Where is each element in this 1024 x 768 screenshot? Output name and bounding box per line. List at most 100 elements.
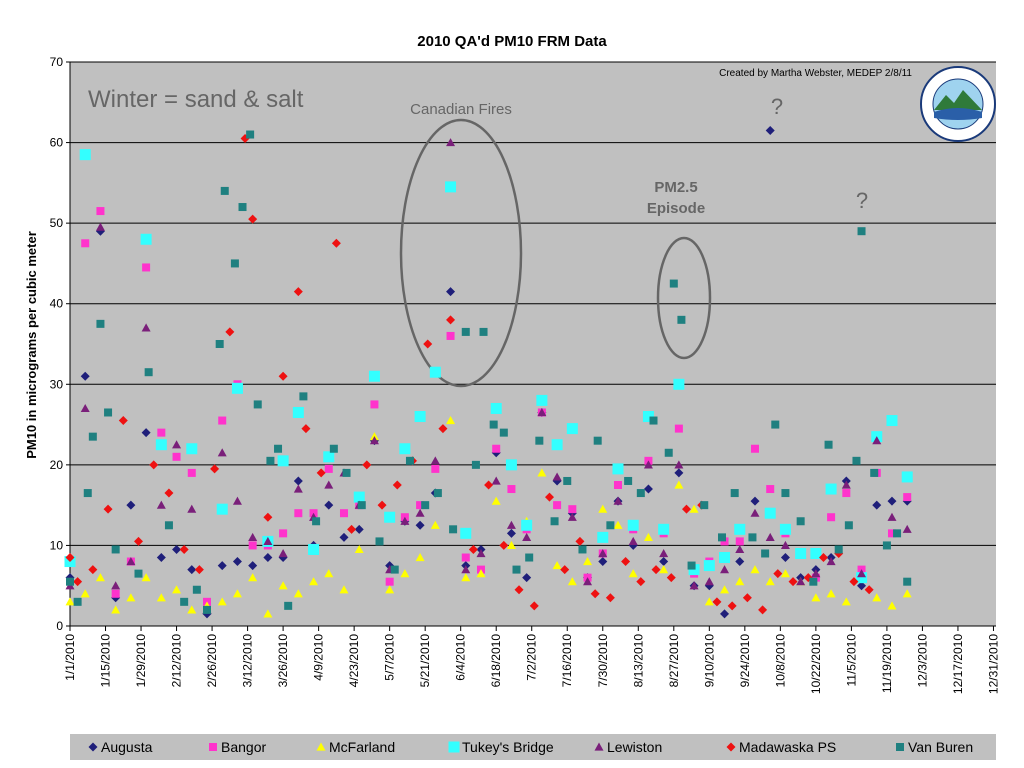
point-van-buren bbox=[471, 460, 480, 469]
point-augusta bbox=[263, 553, 273, 563]
point-lewiston bbox=[400, 516, 410, 525]
point-lewiston bbox=[598, 548, 608, 558]
point-lewiston bbox=[369, 436, 379, 445]
series-van-buren bbox=[66, 130, 912, 614]
point-bangor bbox=[903, 493, 912, 502]
legend-marker-lewiston bbox=[594, 742, 604, 751]
x-tick-label: 12/17/2010 bbox=[951, 634, 965, 694]
point-madawaska-ps bbox=[194, 565, 204, 575]
y-tick-label: 50 bbox=[50, 216, 64, 230]
point-bangor bbox=[766, 485, 775, 494]
series-madawaska-ps bbox=[65, 134, 874, 615]
point-van-buren bbox=[857, 227, 866, 236]
point-van-buren bbox=[479, 327, 488, 336]
point-tukey-s-bridge bbox=[886, 415, 898, 427]
point-tukey-s-bridge bbox=[277, 455, 289, 467]
point-augusta bbox=[506, 528, 516, 538]
point-van-buren bbox=[844, 521, 853, 530]
point-bangor bbox=[172, 452, 181, 461]
legend-item-mcfarland: McFarland bbox=[316, 739, 395, 755]
point-van-buren bbox=[525, 553, 534, 562]
point-lewiston bbox=[141, 323, 151, 332]
point-van-buren bbox=[677, 315, 686, 324]
x-tick-label: 2/26/2010 bbox=[205, 634, 219, 688]
point-mcfarland bbox=[872, 593, 882, 602]
legend-marker-mcfarland bbox=[316, 742, 326, 751]
point-mcfarland bbox=[232, 589, 242, 598]
pm25-episode-ellipse bbox=[656, 236, 712, 360]
point-augusta bbox=[126, 500, 136, 510]
point-van-buren bbox=[578, 545, 587, 554]
point-mcfarland bbox=[537, 468, 547, 477]
point-mcfarland bbox=[430, 520, 440, 529]
series-tukey-s-bridge bbox=[64, 149, 913, 584]
point-madawaska-ps bbox=[301, 424, 311, 434]
point-augusta bbox=[598, 557, 608, 567]
x-tick-label: 12/31/2010 bbox=[986, 634, 1000, 694]
point-tukey-s-bridge bbox=[810, 547, 822, 559]
legend-item-van-buren: Van Buren bbox=[896, 739, 973, 755]
legend-label-lewiston: Lewiston bbox=[607, 739, 662, 755]
point-van-buren bbox=[246, 130, 255, 139]
point-van-buren bbox=[375, 537, 384, 546]
point-lewiston bbox=[902, 524, 912, 533]
point-lewiston bbox=[643, 460, 653, 469]
plot-area bbox=[70, 62, 996, 626]
point-lewiston bbox=[172, 440, 182, 449]
point-mcfarland bbox=[385, 585, 395, 594]
legend-marker-madawaska-ps bbox=[726, 742, 736, 752]
point-mcfarland bbox=[704, 597, 714, 606]
point-bangor bbox=[142, 263, 151, 272]
point-lewiston bbox=[278, 548, 288, 558]
point-augusta bbox=[674, 468, 684, 478]
point-madawaska-ps bbox=[529, 601, 539, 611]
point-tukey-s-bridge bbox=[612, 463, 624, 475]
point-lewiston bbox=[628, 536, 638, 545]
point-mcfarland bbox=[826, 589, 836, 598]
legend-label-bangor: Bangor bbox=[221, 739, 266, 755]
point-lewiston bbox=[857, 569, 867, 578]
point-augusta bbox=[141, 428, 151, 438]
point-madawaska-ps bbox=[133, 536, 143, 546]
point-madawaska-ps bbox=[331, 238, 341, 248]
point-tukey-s-bridge bbox=[734, 523, 746, 535]
point-tukey-s-bridge bbox=[642, 411, 654, 423]
point-madawaska-ps bbox=[316, 468, 326, 478]
x-tick-label: 9/10/2010 bbox=[702, 634, 716, 688]
x-tick-label: 4/9/2010 bbox=[312, 634, 326, 681]
y-tick-label: 40 bbox=[50, 297, 64, 311]
point-van-buren bbox=[134, 569, 143, 578]
point-mcfarland bbox=[735, 577, 745, 586]
legend-item-bangor: Bangor bbox=[209, 739, 266, 755]
legend: Augusta Bangor McFarland Tukey's Bridge Lewi… bbox=[88, 739, 973, 755]
point-van-buren bbox=[718, 533, 727, 542]
point-augusta bbox=[750, 496, 760, 506]
point-augusta bbox=[248, 561, 258, 571]
point-van-buren bbox=[606, 521, 615, 530]
point-tukey-s-bridge bbox=[399, 443, 411, 455]
canadian-fires-annotation: Canadian Fires bbox=[410, 101, 512, 118]
point-van-buren bbox=[636, 489, 645, 498]
point-lewiston bbox=[765, 532, 775, 541]
point-tukey-s-bridge bbox=[825, 483, 837, 495]
point-madawaska-ps bbox=[362, 460, 372, 470]
point-madawaska-ps bbox=[293, 287, 303, 297]
point-mcfarland bbox=[506, 540, 516, 550]
point-van-buren bbox=[83, 489, 92, 498]
x-tick-label: 6/4/2010 bbox=[454, 634, 468, 681]
point-augusta bbox=[872, 500, 882, 510]
canadian-fires-ellipse bbox=[399, 118, 523, 388]
point-mcfarland bbox=[811, 593, 821, 602]
point-lewiston bbox=[796, 577, 806, 586]
point-lewiston bbox=[156, 500, 166, 509]
point-madawaska-ps bbox=[118, 416, 128, 426]
point-bangor bbox=[735, 537, 744, 546]
point-van-buren bbox=[202, 605, 211, 614]
point-van-buren bbox=[664, 448, 673, 457]
point-augusta bbox=[720, 609, 730, 619]
point-madawaska-ps bbox=[438, 424, 448, 434]
x-tick-label: 12/3/2010 bbox=[915, 634, 929, 688]
point-van-buren bbox=[164, 521, 173, 530]
point-van-buren bbox=[748, 533, 757, 542]
point-lewiston bbox=[750, 508, 760, 517]
